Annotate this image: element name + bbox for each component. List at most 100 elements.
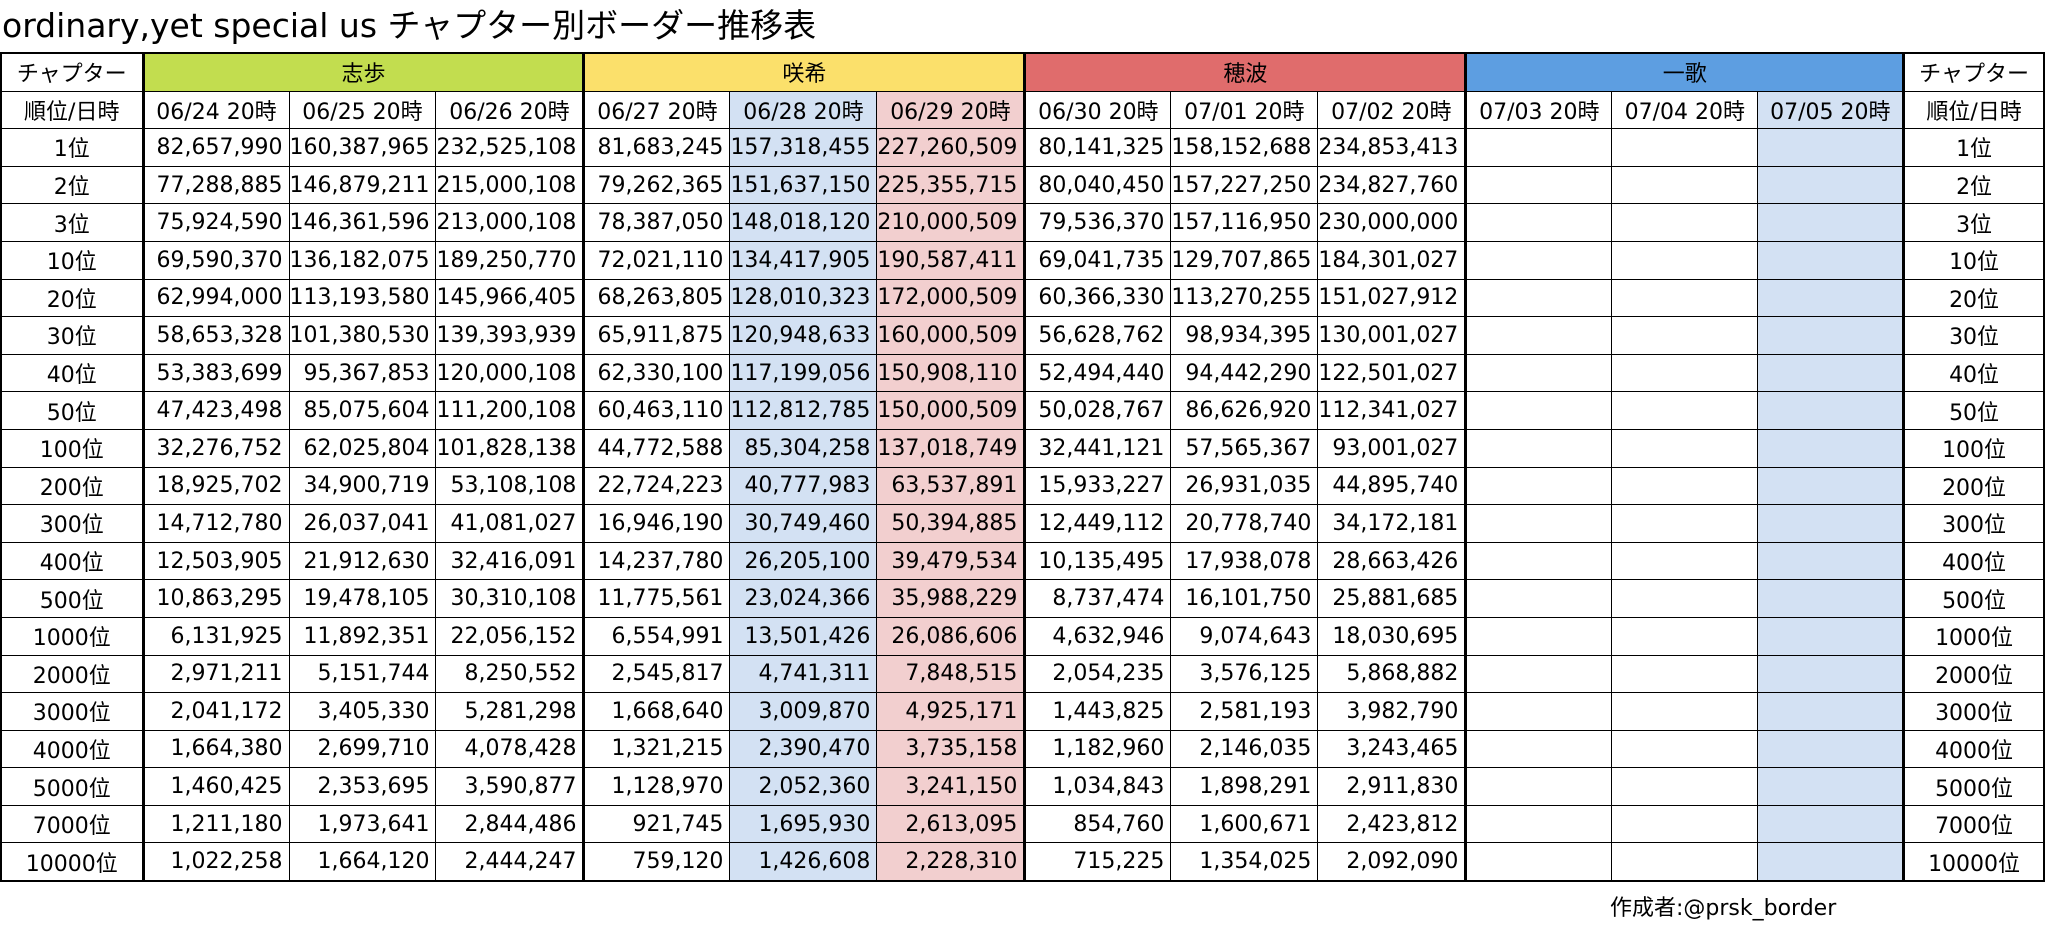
border-value-cell bbox=[1611, 240, 1759, 280]
border-value-cell: 3,735,158 bbox=[876, 729, 1026, 769]
border-value-cell: 139,393,939 bbox=[435, 316, 585, 355]
rank-label: 400位 bbox=[0, 541, 144, 581]
border-value-cell: 2,971,211 bbox=[141, 654, 290, 694]
rank-label: 4000位 bbox=[0, 729, 144, 769]
border-value-cell: 2,092,090 bbox=[1317, 842, 1467, 882]
border-value-cell bbox=[1464, 240, 1613, 280]
date-header-cell: 06/27 20時 bbox=[582, 90, 731, 130]
border-value-cell: 2,353,695 bbox=[288, 767, 437, 806]
border-value-cell: 111,200,108 bbox=[435, 391, 585, 430]
border-value-cell: 14,712,780 bbox=[141, 504, 290, 543]
rank-label: 3000位 bbox=[0, 692, 144, 731]
border-value-cell: 94,442,290 bbox=[1170, 353, 1319, 393]
group-header-saki: 咲希 bbox=[582, 52, 1026, 92]
rank-label-right: 4000位 bbox=[1903, 729, 2045, 769]
rank-label-right: 5000位 bbox=[1903, 767, 2045, 806]
border-value-cell: 157,227,250 bbox=[1170, 165, 1319, 205]
border-value-cell: 26,086,606 bbox=[876, 616, 1026, 656]
border-value-cell: 10,135,495 bbox=[1023, 541, 1172, 581]
border-value-cell: 26,037,041 bbox=[288, 504, 437, 543]
rank-label: 200位 bbox=[0, 466, 144, 506]
border-value-cell: 22,724,223 bbox=[582, 466, 731, 506]
border-value-cell: 136,182,075 bbox=[288, 240, 437, 280]
border-value-cell: 35,988,229 bbox=[876, 579, 1026, 618]
border-value-cell: 130,001,027 bbox=[1317, 316, 1467, 355]
rank-label: 1位 bbox=[0, 128, 144, 167]
rank-label-right: 3000位 bbox=[1903, 692, 2045, 731]
border-value-cell: 2,911,830 bbox=[1317, 767, 1467, 806]
border-value-cell: 9,074,643 bbox=[1170, 616, 1319, 656]
border-value-cell: 3,405,330 bbox=[288, 692, 437, 731]
border-value-cell: 12,449,112 bbox=[1023, 504, 1172, 543]
border-value-cell bbox=[1757, 391, 1906, 430]
border-value-cell: 32,276,752 bbox=[141, 428, 290, 468]
border-value-cell: 52,494,440 bbox=[1023, 353, 1172, 393]
border-value-cell: 34,900,719 bbox=[288, 466, 437, 506]
border-value-cell: 157,116,950 bbox=[1170, 203, 1319, 242]
border-value-cell: 921,745 bbox=[582, 804, 731, 844]
border-value-cell bbox=[1757, 541, 1906, 581]
rank-label: 5000位 bbox=[0, 767, 144, 806]
border-value-cell bbox=[1611, 391, 1759, 430]
group-header-shiho: 志歩 bbox=[141, 52, 585, 92]
date-header-cell: 06/30 20時 bbox=[1023, 90, 1172, 130]
border-value-cell bbox=[1611, 616, 1759, 656]
border-value-cell: 44,772,588 bbox=[582, 428, 731, 468]
border-value-cell: 4,925,171 bbox=[876, 692, 1026, 731]
border-value-cell: 1,354,025 bbox=[1170, 842, 1319, 882]
border-value-cell: 1,321,215 bbox=[582, 729, 731, 769]
table-row: 1000位 6,131,925 11,892,351 22,056,152 6,554,… bbox=[0, 616, 2045, 656]
border-value-cell: 190,587,411 bbox=[876, 240, 1026, 280]
border-value-cell: 230,000,000 bbox=[1317, 203, 1467, 242]
border-value-cell: 53,108,108 bbox=[435, 466, 585, 506]
border-value-cell bbox=[1757, 316, 1906, 355]
border-value-cell: 134,417,905 bbox=[729, 240, 878, 280]
border-value-cell: 1,443,825 bbox=[1023, 692, 1172, 731]
border-value-cell: 41,081,027 bbox=[435, 504, 585, 543]
table-row: 2000位 2,971,211 5,151,744 8,250,552 2,545,81… bbox=[0, 654, 2045, 694]
rank-label-right: 30位 bbox=[1903, 316, 2045, 355]
border-value-cell: 16,946,190 bbox=[582, 504, 731, 543]
border-value-cell: 1,128,970 bbox=[582, 767, 731, 806]
border-value-cell: 80,040,450 bbox=[1023, 165, 1172, 205]
border-value-cell: 12,503,905 bbox=[141, 541, 290, 581]
rank-label: 7000位 bbox=[0, 804, 144, 844]
rank-label: 3位 bbox=[0, 203, 144, 242]
border-value-cell: 160,000,509 bbox=[876, 316, 1026, 355]
border-value-cell: 1,695,930 bbox=[729, 804, 878, 844]
border-value-cell bbox=[1464, 278, 1613, 318]
border-value-cell: 137,018,749 bbox=[876, 428, 1026, 468]
border-value-cell bbox=[1611, 203, 1759, 242]
border-value-cell: 80,141,325 bbox=[1023, 128, 1172, 167]
border-value-cell: 759,120 bbox=[582, 842, 731, 882]
border-value-cell: 81,683,245 bbox=[582, 128, 731, 167]
border-value-cell: 2,545,817 bbox=[582, 654, 731, 694]
border-value-cell bbox=[1464, 541, 1613, 581]
border-value-cell: 85,304,258 bbox=[729, 428, 878, 468]
border-value-cell: 2,041,172 bbox=[141, 692, 290, 731]
table-body: 1位 82,657,990 160,387,965 232,525,108 81,683… bbox=[0, 128, 2045, 882]
border-value-cell bbox=[1464, 466, 1613, 506]
border-value-cell bbox=[1757, 616, 1906, 656]
border-value-cell: 78,387,050 bbox=[582, 203, 731, 242]
rank-label-right: 10位 bbox=[1903, 240, 2045, 280]
date-header-cell: 07/04 20時 bbox=[1611, 90, 1759, 130]
border-value-cell: 160,387,965 bbox=[288, 128, 437, 167]
border-value-cell: 2,699,710 bbox=[288, 729, 437, 769]
border-value-cell: 1,973,641 bbox=[288, 804, 437, 844]
group-header-honami: 穂波 bbox=[1023, 52, 1467, 92]
rank-label-right: 7000位 bbox=[1903, 804, 2045, 844]
table-row: 2位 77,288,885 146,879,211 215,000,108 79,262… bbox=[0, 165, 2045, 205]
rank-date-label-right: 順位/日時 bbox=[1903, 90, 2045, 130]
border-value-cell: 117,199,056 bbox=[729, 353, 878, 393]
border-value-cell: 11,775,561 bbox=[582, 579, 731, 618]
border-value-cell: 1,426,608 bbox=[729, 842, 878, 882]
border-value-cell: 11,892,351 bbox=[288, 616, 437, 656]
border-value-cell: 3,009,870 bbox=[729, 692, 878, 731]
border-value-cell bbox=[1611, 353, 1759, 393]
border-value-cell: 2,228,310 bbox=[876, 842, 1026, 882]
border-value-cell: 151,637,150 bbox=[729, 165, 878, 205]
border-value-cell bbox=[1757, 767, 1906, 806]
border-value-cell: 122,501,027 bbox=[1317, 353, 1467, 393]
border-value-cell bbox=[1757, 654, 1906, 694]
